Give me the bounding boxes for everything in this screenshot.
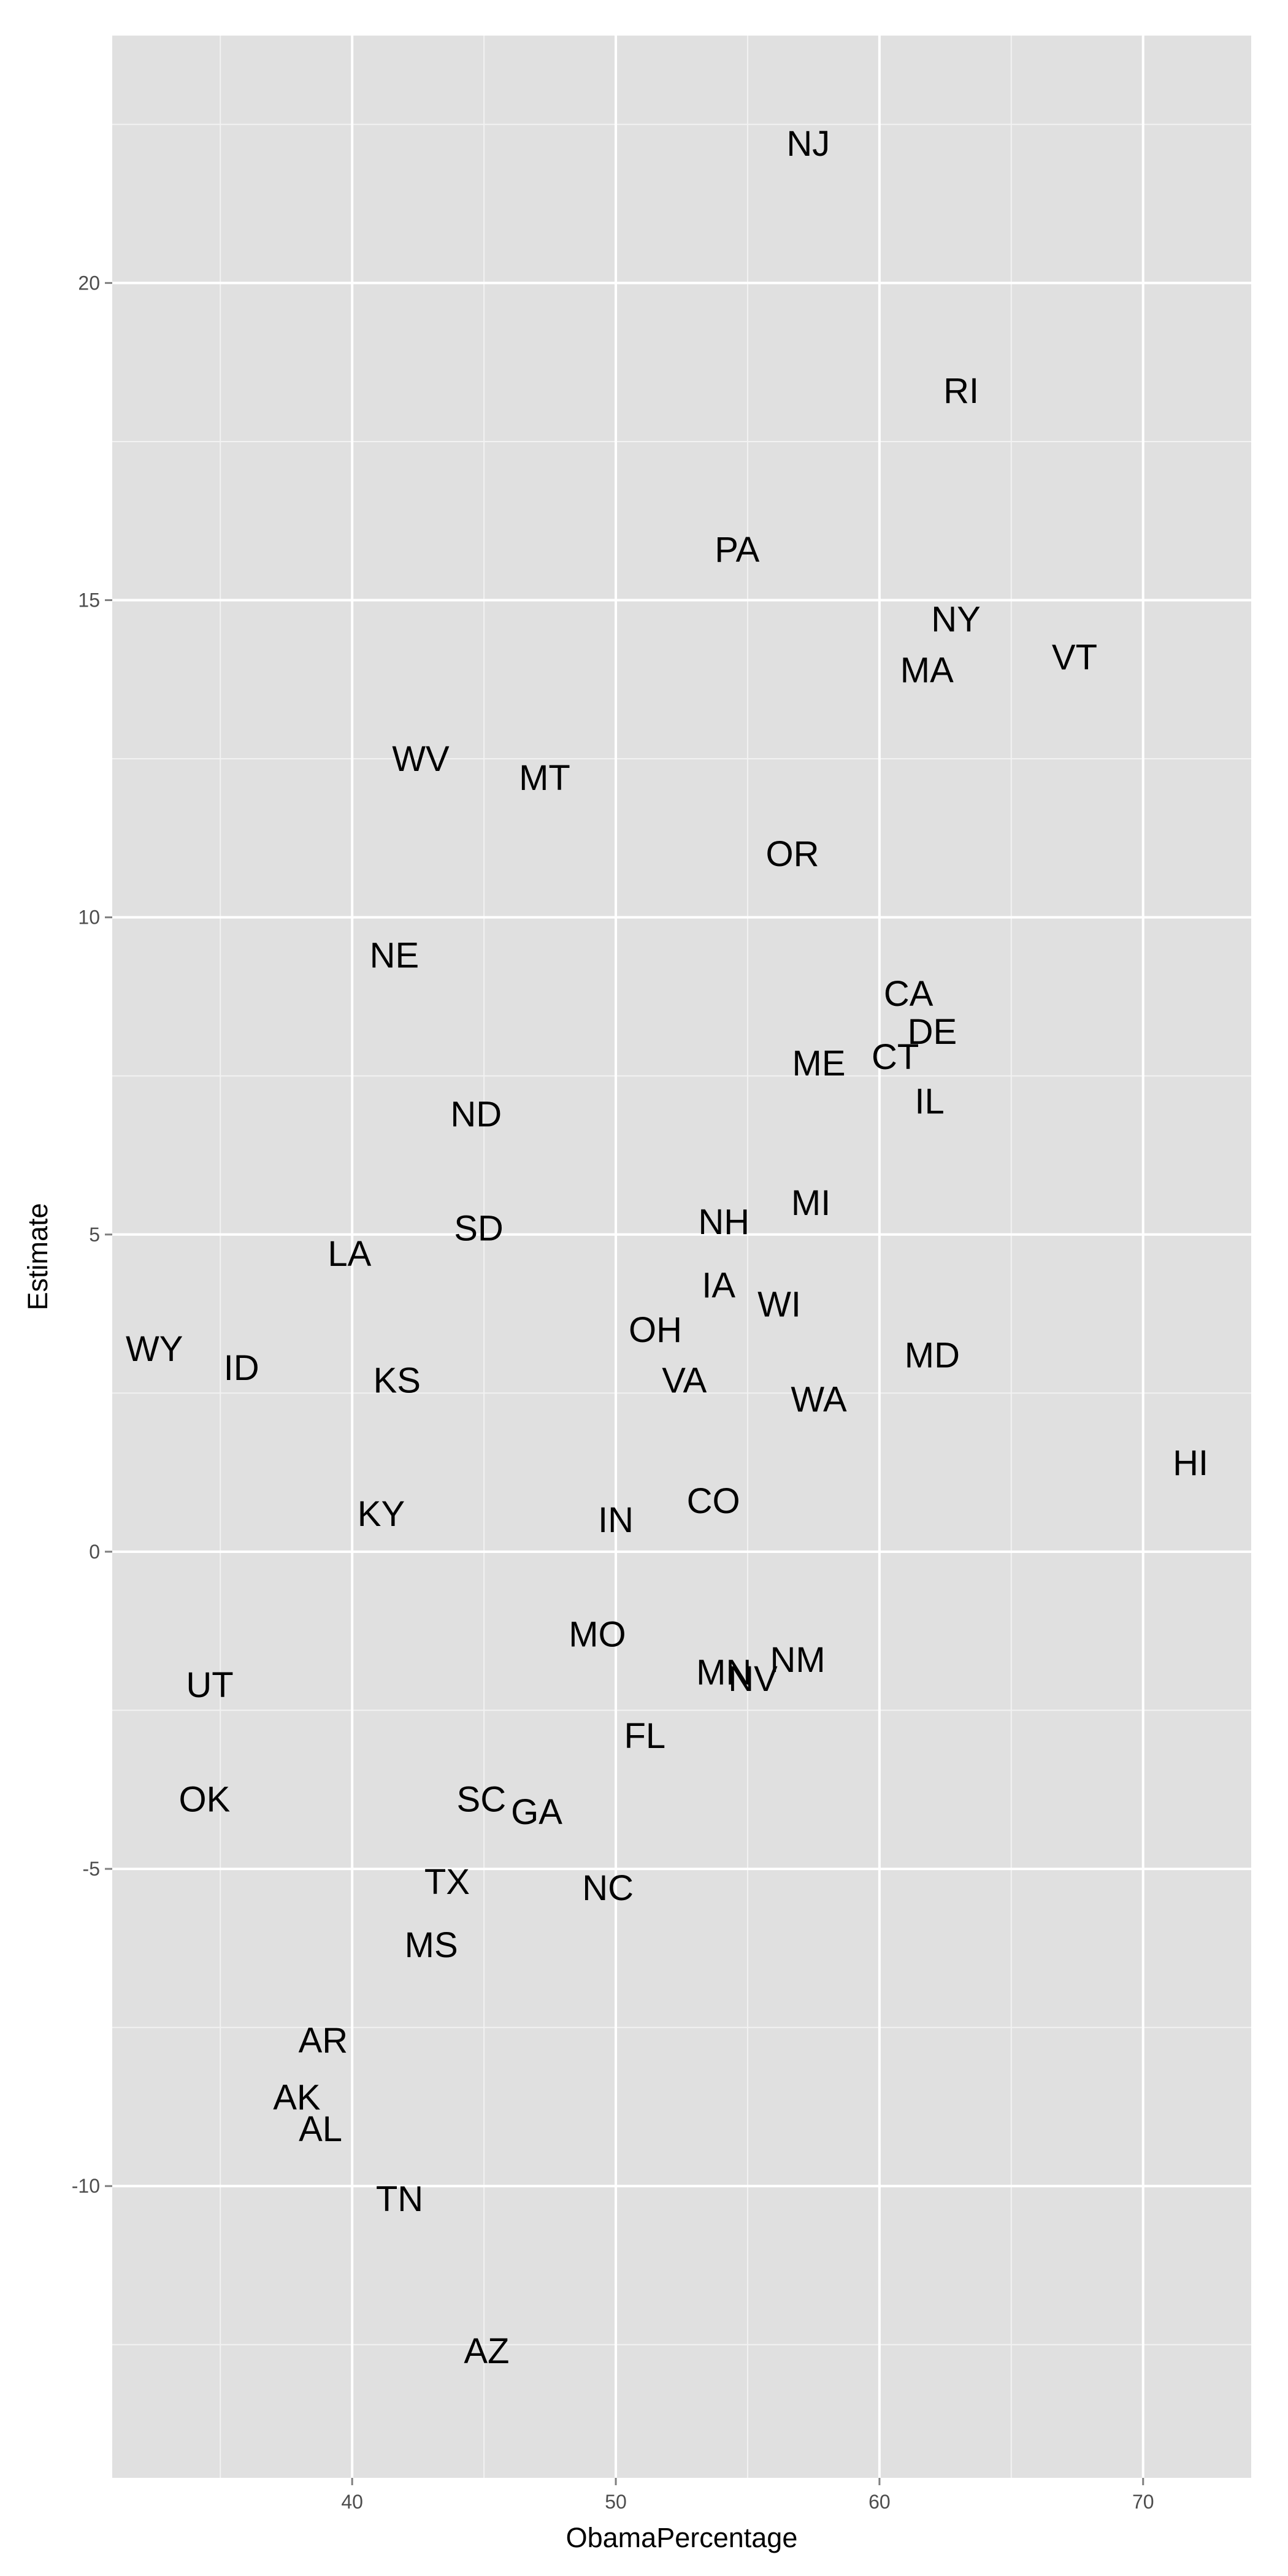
point-label-co: CO	[687, 1481, 740, 1521]
point-label-vt: VT	[1052, 638, 1097, 678]
x-axis-ticks: 40 50 60 70	[341, 2478, 1154, 2513]
point-label-wi: WI	[757, 1285, 801, 1325]
y-axis-title: Estimate	[22, 1203, 53, 1310]
x-axis-title: ObamaPercentage	[566, 2522, 798, 2553]
y-tick-label: 10	[78, 907, 100, 929]
y-tick-label: -10	[72, 2175, 100, 2197]
point-label-in: IN	[598, 1500, 634, 1540]
point-label-ca: CA	[884, 974, 933, 1014]
point-label-id: ID	[224, 1348, 259, 1388]
x-tick-label: 50	[605, 2491, 627, 2513]
point-label-ut: UT	[186, 1665, 233, 1705]
major-gridlines	[112, 36, 1251, 2478]
point-label-nd: ND	[450, 1094, 502, 1134]
point-label-az: AZ	[464, 2331, 509, 2371]
point-label-tn: TN	[376, 2179, 423, 2219]
point-label-oh: OH	[629, 1310, 682, 1350]
point-label-ak: AK	[273, 2077, 321, 2117]
point-label-de: DE	[908, 1012, 957, 1052]
point-label-tx: TX	[424, 1862, 470, 1902]
y-tick-label: 15	[78, 589, 100, 611]
point-label-la: LA	[328, 1234, 371, 1274]
point-label-nm: NM	[770, 1640, 826, 1680]
point-label-ms: MS	[405, 1925, 458, 1965]
y-tick-label: 20	[78, 272, 100, 294]
point-label-ok: OK	[179, 1779, 231, 1819]
point-label-ks: KS	[374, 1361, 421, 1401]
point-label-ct: CT	[872, 1037, 919, 1077]
y-axis-ticks: -10 -5 0 5 10 15 20	[72, 272, 112, 2197]
point-label-ri: RI	[943, 371, 979, 411]
point-label-ar: AR	[299, 2020, 348, 2060]
point-label-ia: IA	[702, 1266, 735, 1306]
point-label-md: MD	[905, 1335, 960, 1375]
point-label-hi: HI	[1173, 1443, 1208, 1483]
x-tick-label: 40	[341, 2491, 363, 2513]
point-label-sd: SD	[454, 1208, 504, 1248]
point-label-mt: MT	[519, 758, 570, 798]
point-label-mo: MO	[569, 1614, 626, 1654]
point-label-mi: MI	[791, 1183, 830, 1223]
point-label-me: ME	[792, 1044, 846, 1084]
point-label-nh: NH	[698, 1202, 749, 1242]
point-label-ky: KY	[358, 1494, 405, 1534]
x-tick-label: 60	[868, 2491, 891, 2513]
plot-panel	[112, 36, 1251, 2478]
minor-gridlines	[112, 36, 1251, 2478]
point-label-il: IL	[914, 1082, 944, 1122]
point-label-pa: PA	[715, 530, 759, 570]
point-label-ny: NY	[931, 600, 981, 640]
x-tick-label: 70	[1132, 2491, 1154, 2513]
point-label-va: VA	[662, 1361, 707, 1401]
y-tick-label: 5	[89, 1224, 100, 1246]
point-label-al: AL	[299, 2109, 342, 2149]
point-label-ne: NE	[370, 936, 420, 976]
y-tick-label: 0	[89, 1541, 100, 1563]
point-label-nc: NC	[582, 1868, 634, 1908]
point-label-wy: WY	[126, 1329, 183, 1369]
point-label-mn: MN	[696, 1652, 751, 1692]
point-label-nv: NV	[728, 1659, 778, 1699]
point-label-wv: WV	[392, 739, 450, 779]
y-tick-label: -5	[83, 1858, 100, 1880]
point-label-wa: WA	[791, 1380, 847, 1420]
point-label-or: OR	[766, 834, 819, 874]
point-label-ga: GA	[511, 1792, 562, 1832]
point-label-sc: SC	[457, 1779, 507, 1819]
point-label-nj: NJ	[786, 124, 830, 164]
point-label-ma: MA	[900, 650, 954, 690]
point-label-fl: FL	[624, 1716, 665, 1756]
